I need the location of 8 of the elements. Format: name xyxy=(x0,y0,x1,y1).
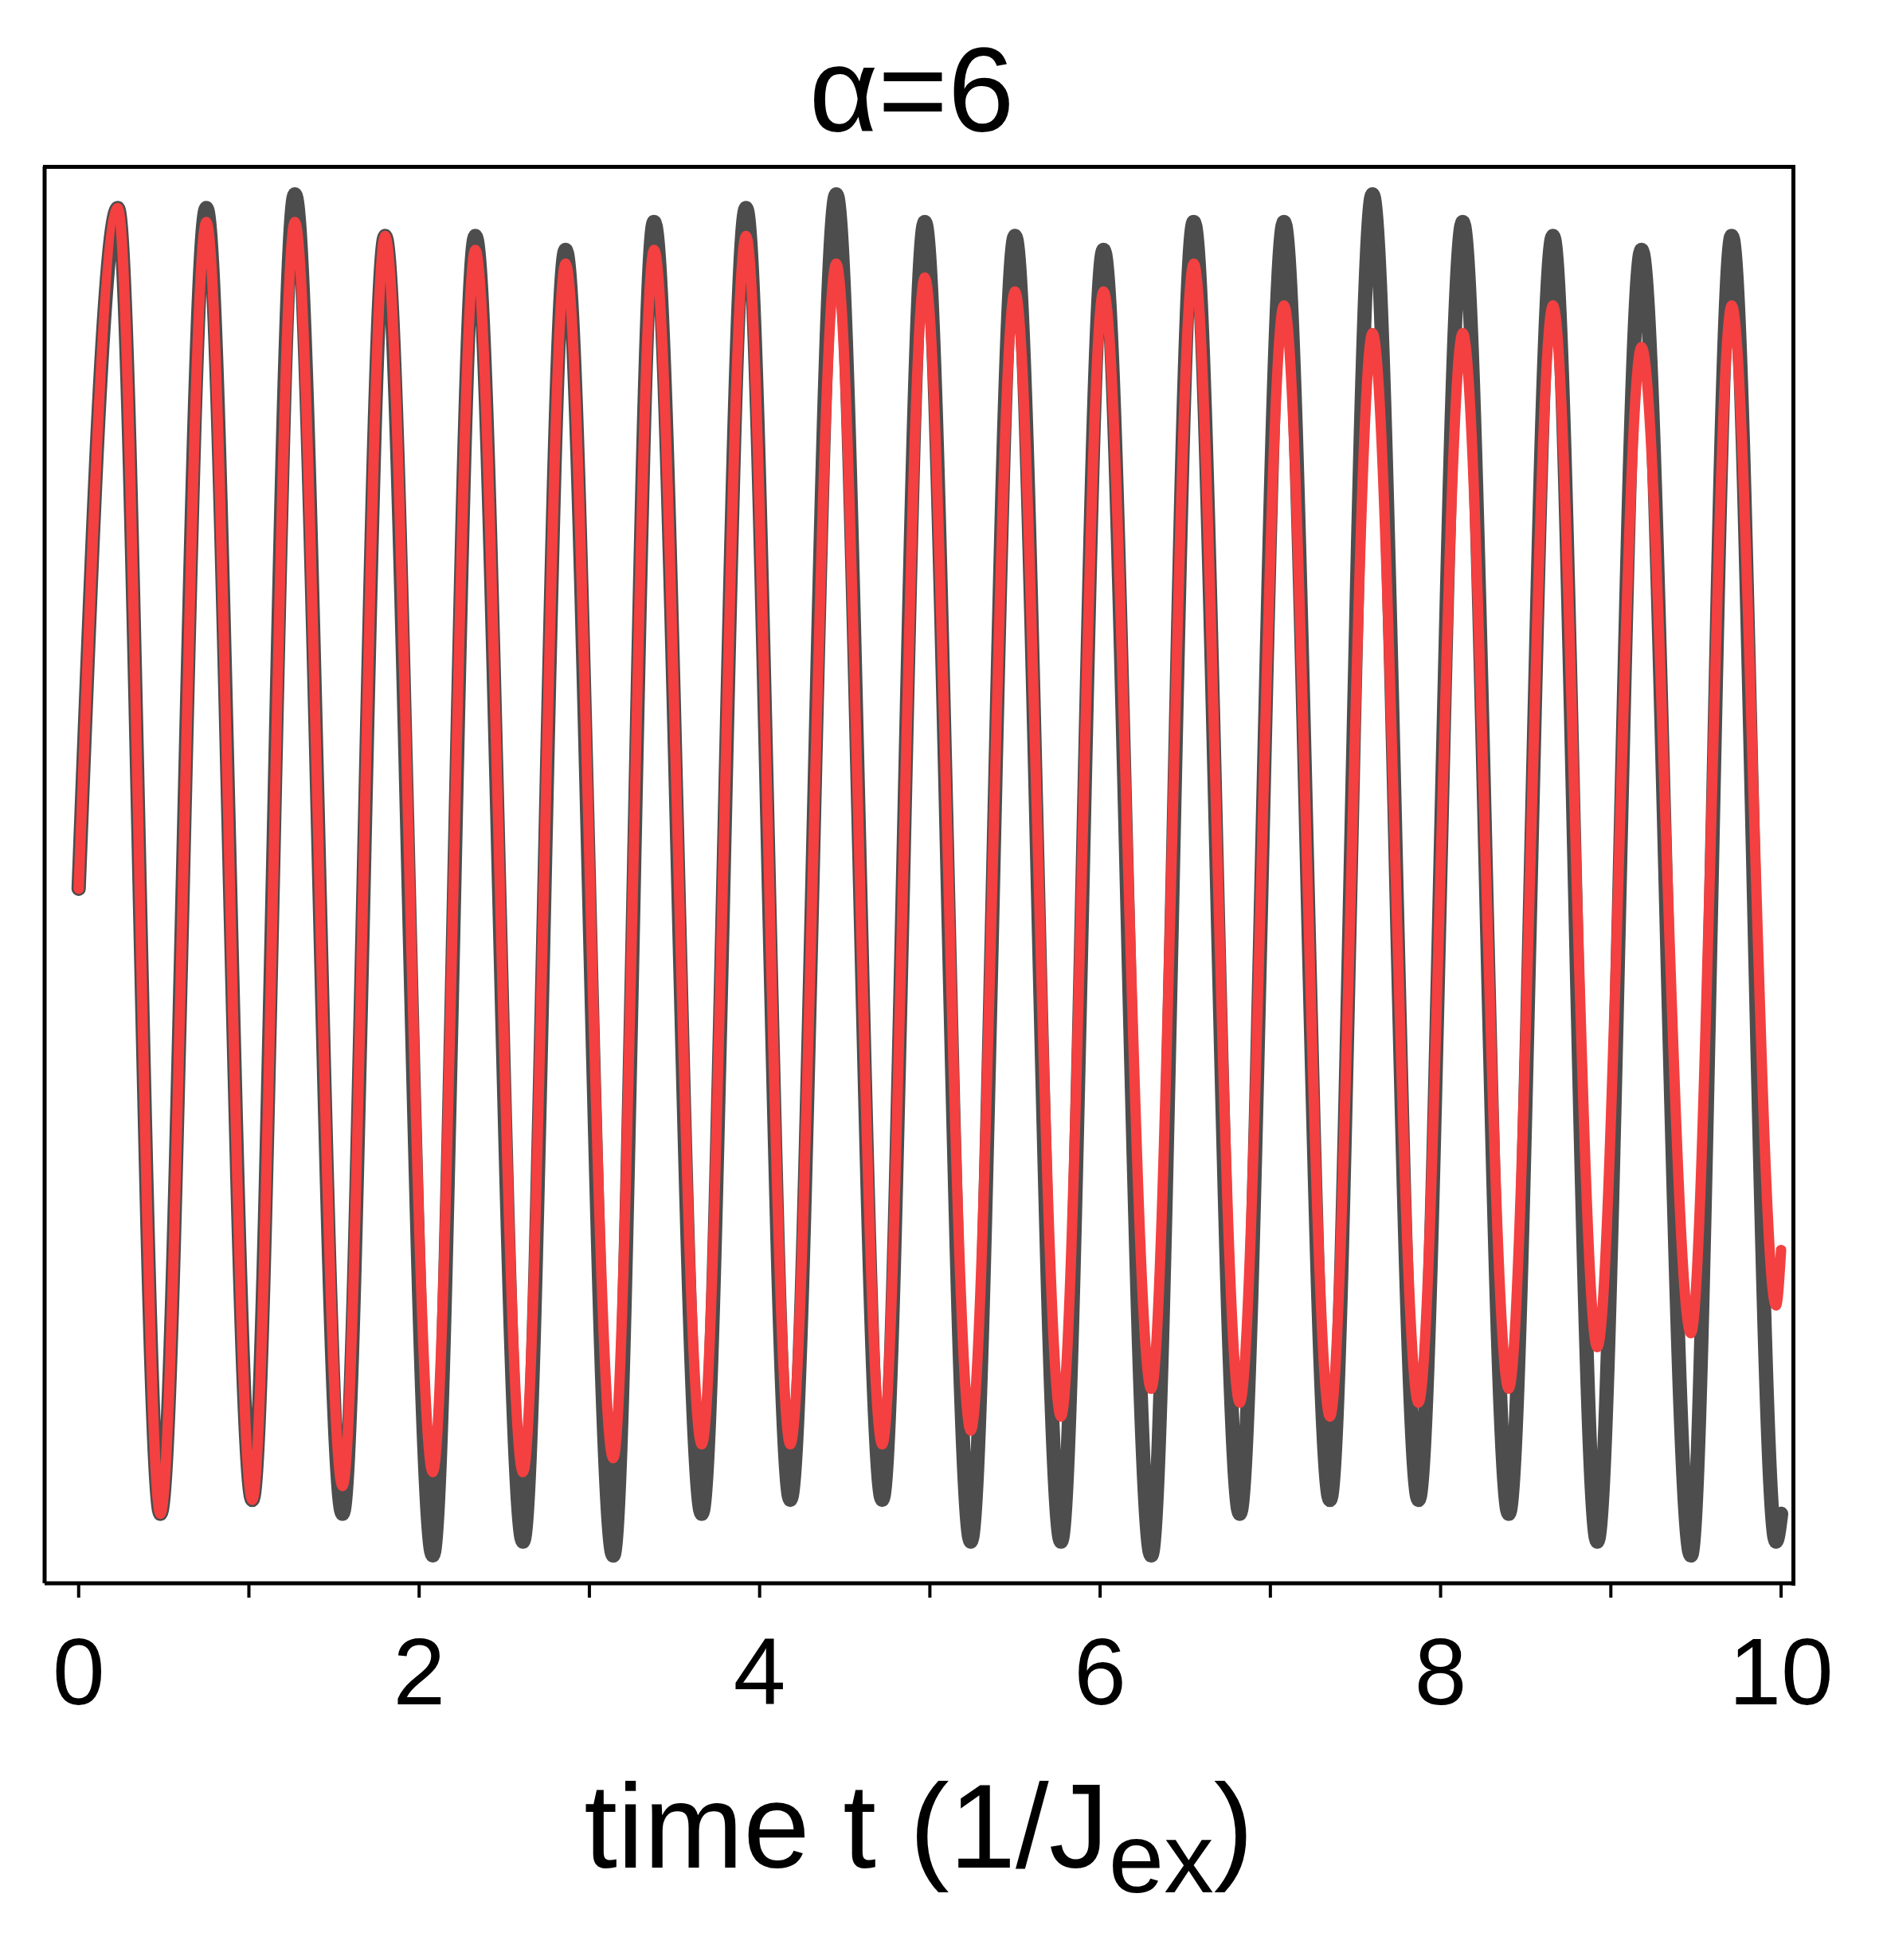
x-axis-title: time t (1/J$_{ex}$) xyxy=(583,1759,1255,1915)
x-tick-label: 6 xyxy=(1074,1618,1126,1724)
x-tick-label: 8 xyxy=(1414,1618,1467,1724)
x-tick-label: 0 xyxy=(52,1618,105,1724)
x-tick-label: 2 xyxy=(393,1618,446,1724)
x-tick-label: 4 xyxy=(733,1618,786,1724)
x-tick-label: 10 xyxy=(1728,1618,1834,1724)
chart-title: α=6 xyxy=(808,23,1015,157)
